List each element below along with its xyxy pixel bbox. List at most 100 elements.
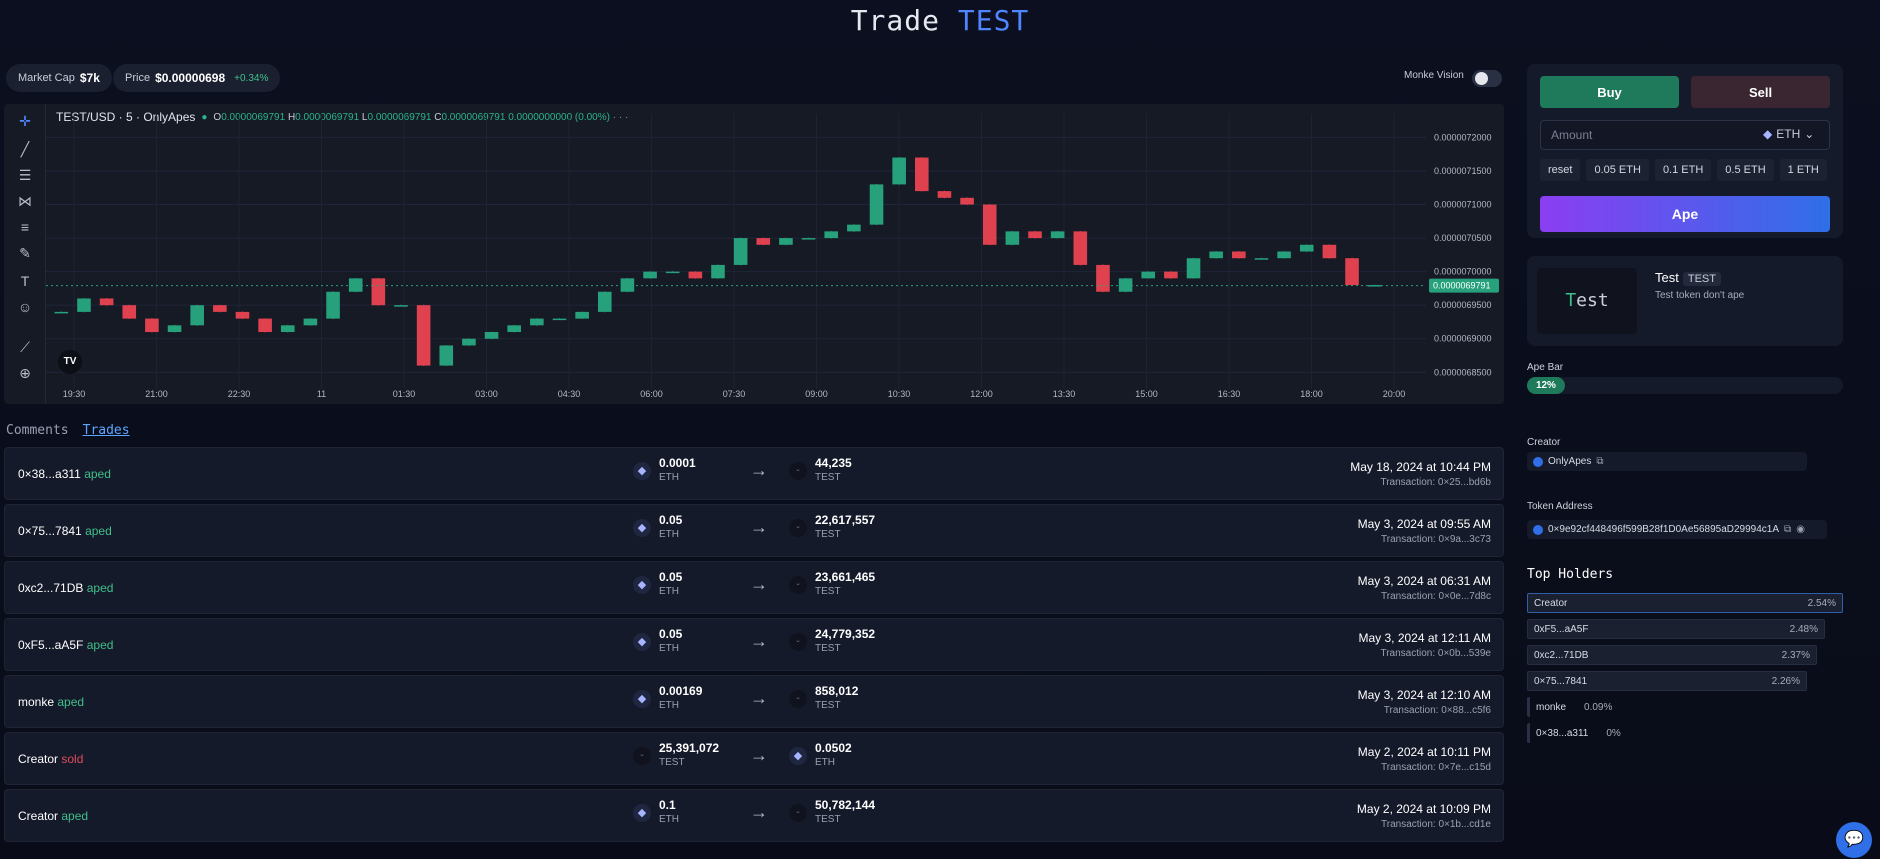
ruler-icon[interactable]: ⟋: [20, 339, 30, 355]
x-tick-label: 07:30: [723, 389, 746, 399]
candle-body: [348, 278, 363, 292]
arrow-right-icon: →: [750, 574, 768, 594]
trade-out-amount: 22,617,557: [815, 513, 876, 527]
transaction-link[interactable]: Transaction: 0×7e...c15d: [1381, 762, 1491, 773]
candle-body: [1232, 251, 1246, 259]
trade-in-symbol: ETH: [659, 586, 679, 597]
trade-date: May 2, 2024 at 10:09 PM: [1356, 802, 1491, 816]
ape-bar-label: Ape Bar: [1527, 362, 1564, 373]
trade-time: May 2, 2024 at 10:09 PM Transaction: 0×1…: [1357, 802, 1491, 832]
trade-out-symbol: TEST: [815, 529, 841, 540]
candle-body: [597, 291, 612, 312]
trade-row: Creator aped ◆ 0.1 ETH → ᵕ 50,782,144 TEST…: [4, 789, 1504, 842]
transaction-link[interactable]: Transaction: 0×0e...7d8c: [1381, 591, 1491, 602]
candle-body: [394, 305, 408, 307]
y-tick-label: 0.0000072000: [1434, 132, 1492, 142]
external-link-icon[interactable]: ⧉: [1596, 456, 1604, 467]
emoji-icon[interactable]: ☺: [17, 299, 33, 315]
fib-icon[interactable]: ≡: [20, 219, 30, 235]
trade-row: 0xc2...71DB aped ◆ 0.05 ETH → ᵕ 23,661,46…: [4, 561, 1504, 614]
holder-percent: 0.09%: [1584, 701, 1613, 713]
explorer-icon[interactable]: ◉: [1796, 524, 1805, 535]
candle-body: [416, 305, 431, 366]
chart-legend: TEST/USD · 5 · OnlyApes ● O0.0000069791 …: [56, 110, 628, 124]
ape-button[interactable]: Ape: [1540, 196, 1830, 232]
eth-icon: ◆: [633, 803, 651, 822]
trade-user: 0xF5...aA5F aped: [18, 638, 114, 652]
token-icon: ᵕ: [789, 632, 807, 651]
trade-in-symbol: ETH: [659, 529, 679, 540]
buy-button[interactable]: Buy: [1540, 76, 1679, 108]
trade-out-symbol: ETH: [815, 757, 835, 768]
copy-icon[interactable]: ⧉: [1784, 524, 1792, 535]
text-tool-icon[interactable]: T: [20, 273, 30, 289]
feed-tabs: Comments Trades: [6, 423, 130, 438]
candle-body: [1141, 271, 1156, 279]
transaction-link[interactable]: Transaction: 0×88...c5f6: [1383, 705, 1491, 716]
monke-vision-toggle[interactable]: [1472, 70, 1502, 87]
holder-row[interactable]: monke 0.09%: [1527, 697, 1627, 717]
holder-row[interactable]: Creator 2.54%: [1527, 593, 1843, 613]
holder-row[interactable]: 0xc2...71DB 2.37%: [1527, 645, 1817, 665]
candle-body: [665, 271, 680, 274]
sell-button[interactable]: Sell: [1691, 76, 1830, 108]
trade-panel: Buy Sell ◆ ETH ⌄ reset 0.05 ETH 0.1 ETH …: [1527, 64, 1843, 238]
trades-list: 0×38...a311 aped ◆ 0.0001 ETH → ᵕ 44,235 T…: [4, 447, 1504, 846]
zoom-icon[interactable]: ⊕: [19, 365, 31, 381]
candle-body: [892, 157, 906, 185]
token-icon: ᵕ: [789, 575, 807, 594]
creator-chip[interactable]: OnlyApes ⧉: [1527, 452, 1807, 471]
trade-in-amount: 0.0001: [659, 456, 696, 470]
arrow-right-icon: →: [750, 745, 768, 765]
brush-icon[interactable]: ✎: [19, 245, 31, 261]
trade-out-amount: 50,782,144: [815, 798, 876, 812]
chat-icon[interactable]: 💬: [1836, 822, 1872, 858]
pattern-icon[interactable]: ⋈: [18, 193, 32, 209]
eth-icon: ◆: [789, 746, 807, 765]
transaction-link[interactable]: Transaction: 0×9a...3c73: [1381, 534, 1491, 545]
trade-in-amount: 0.05: [659, 627, 683, 641]
horizontal-lines-icon[interactable]: ☰: [18, 167, 32, 183]
amount-input[interactable]: [1540, 120, 1830, 150]
trade-row: 0xF5...aA5F aped ◆ 0.05 ETH → ᵕ 24,779,35…: [4, 618, 1504, 671]
eth-icon: ◆: [633, 461, 651, 480]
quick-reset-button[interactable]: reset: [1540, 159, 1581, 181]
price-chart[interactable]: ✛ ╱ ☰ ⋈ ≡ ✎ T ☺ ⟋ ⊕ TEST/USD · 5 · OnlyA…: [4, 104, 1504, 404]
holder-percent: 2.26%: [1771, 675, 1800, 687]
transaction-link[interactable]: Transaction: 0×1b...cd1e: [1381, 819, 1491, 830]
candle-body: [462, 338, 476, 346]
quick-amount-button[interactable]: 0.5 ETH: [1717, 159, 1774, 181]
candle-body: [530, 318, 544, 326]
token-icon: ᵕ: [789, 518, 807, 537]
chart-toolbar: ✛ ╱ ☰ ⋈ ≡ ✎ T ☺ ⟋ ⊕: [4, 104, 46, 404]
quick-amount-button[interactable]: 1 ETH: [1779, 159, 1827, 181]
transaction-link[interactable]: Transaction: 0×0b...539e: [1380, 648, 1491, 659]
quick-amount-button[interactable]: 0.05 ETH: [1586, 159, 1649, 181]
token-symbol-badge: TEST: [1682, 272, 1721, 286]
candle-body: [1050, 231, 1065, 239]
trendline-icon[interactable]: ╱: [20, 141, 30, 157]
candle-body: [507, 325, 521, 333]
currency-select[interactable]: ◆ ETH ⌄: [1763, 127, 1815, 141]
tab-trades[interactable]: Trades: [82, 423, 130, 438]
trade-user: 0×75...7841 aped: [18, 524, 112, 538]
candle-body: [711, 264, 725, 279]
trade-time: May 3, 2024 at 06:31 AM Transaction: 0×0…: [1358, 574, 1491, 604]
price-pill: Price $0.00000698 +0.34%: [113, 64, 281, 92]
x-tick-label: 13:30: [1053, 389, 1076, 399]
quick-amount-button[interactable]: 0.1 ETH: [1654, 159, 1712, 181]
candle-body: [77, 298, 91, 312]
holder-row[interactable]: 0×38...a311 0%: [1527, 723, 1627, 743]
eth-icon: ◆: [633, 518, 651, 537]
holder-row[interactable]: 0×75...7841 2.26%: [1527, 671, 1807, 691]
tab-comments[interactable]: Comments: [6, 423, 69, 438]
token-address-chip[interactable]: 0×9e92cf448496f599B28f1D0Ae56895aD29994c…: [1527, 520, 1827, 539]
candle-body: [1164, 271, 1178, 279]
arrow-right-icon: →: [750, 802, 768, 822]
transaction-link[interactable]: Transaction: 0×25...bd6b: [1380, 477, 1491, 488]
trade-user: Creator sold: [18, 752, 84, 766]
candle-body: [915, 157, 929, 192]
crosshair-icon[interactable]: ✛: [19, 113, 31, 129]
holder-row[interactable]: 0xF5...aA5F 2.48%: [1527, 619, 1825, 639]
y-tick-label: 0.0000070000: [1434, 267, 1492, 277]
